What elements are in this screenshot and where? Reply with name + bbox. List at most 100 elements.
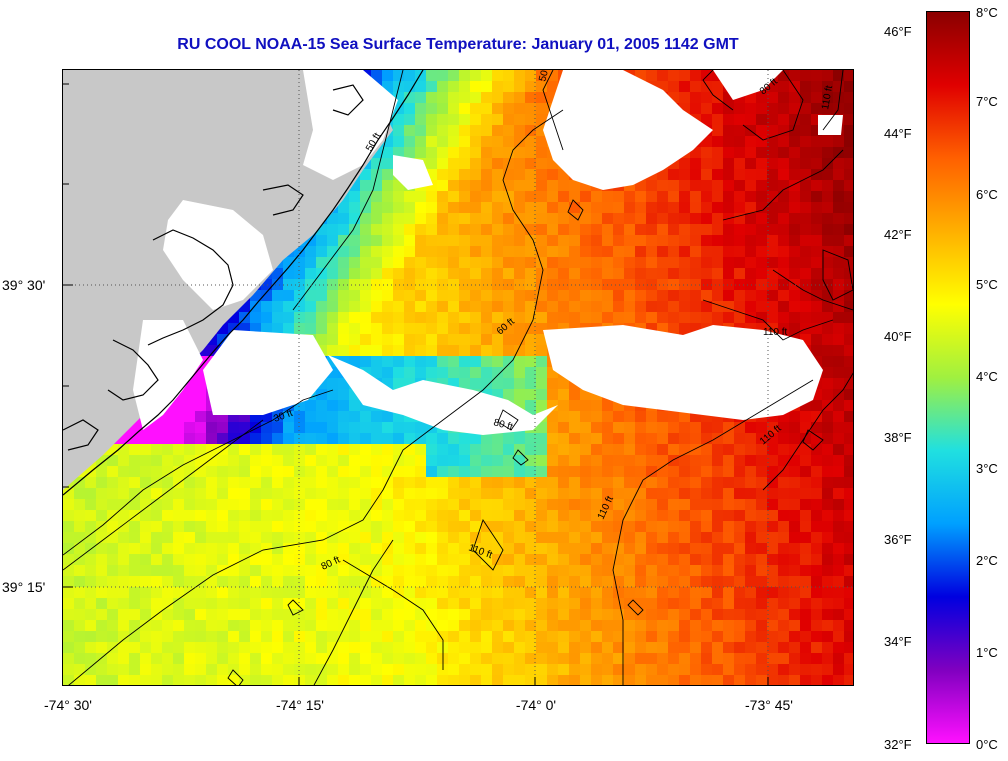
sst-pixel [723,422,735,434]
sst-pixel [646,499,658,511]
sst-pixel [426,488,438,500]
sst-pixel [789,455,801,467]
sst-pixel [338,257,350,269]
sst-pixel [712,576,724,588]
sst-pixel [360,400,372,412]
sst-pixel [811,609,823,621]
sst-pixel [822,521,834,533]
sst-pixel [272,488,284,500]
sst-pixel [360,532,372,544]
sst-pixel [96,565,108,577]
sst-pixel [382,422,394,434]
sst-pixel [305,235,317,247]
sst-pixel [690,664,702,676]
sst-pixel [833,488,845,500]
sst-pixel [514,532,526,544]
sst-pixel [503,279,515,291]
sst-pixel [349,356,361,368]
sst-pixel [85,653,97,665]
sst-pixel [283,521,295,533]
sst-pixel [767,565,779,577]
sst-pixel [569,246,581,258]
sst-pixel [624,675,636,685]
sst-pixel [503,147,515,159]
sst-pixel [250,433,262,445]
sst-pixel [250,664,262,676]
sst-pixel [679,290,691,302]
sst-pixel [822,257,834,269]
sst-pixel [778,202,790,214]
sst-pixel [349,213,361,225]
sst-pixel [547,323,559,335]
sst-pixel [360,301,372,313]
sst-pixel [283,477,295,489]
sst-pixel [679,191,691,203]
sst-pixel [679,433,691,445]
sst-pixel [503,554,515,566]
sst-pixel [382,378,394,390]
sst-pixel [635,466,647,478]
sst-pixel [316,235,328,247]
sst-pixel [767,444,779,456]
sst-pixel [239,565,251,577]
sst-pixel [657,554,669,566]
sst-pixel [613,246,625,258]
sst-pixel [822,598,834,610]
sst-pixel [734,554,746,566]
sst-pixel [448,191,460,203]
sst-pixel [701,103,713,115]
sst-pixel [536,477,548,489]
sst-pixel [437,114,449,126]
sst-pixel [393,444,405,456]
sst-pixel [173,510,185,522]
sst-pixel [316,290,328,302]
sst-pixel [514,664,526,676]
sst-pixel [426,422,438,434]
sst-pixel [327,620,339,632]
sst-pixel [459,279,471,291]
sst-pixel [272,675,284,685]
sst-pixel [107,499,119,511]
sst-pixel [426,367,438,379]
sst-pixel [525,125,537,137]
sst-pixel [701,136,713,148]
sst-pixel [404,279,416,291]
sst-pixel [547,279,559,291]
sst-pixel [415,675,427,685]
sst-pixel [206,620,218,632]
sst-pixel [646,455,658,467]
sst-pixel [635,488,647,500]
sst-pixel [470,620,482,632]
sst-pixel [338,323,350,335]
sst-map[interactable]: 30 ft 50 ft 50 ft 60 ft 80 ft 80 ft 80 f… [62,69,854,686]
sst-pixel [85,510,97,522]
sst-pixel [833,323,845,335]
sst-pixel [360,334,372,346]
sst-pixel [305,312,317,324]
sst-pixel [624,279,636,291]
sst-pixel [569,598,581,610]
sst-pixel [261,620,273,632]
sst-pixel [756,642,768,654]
sst-pixel [228,312,240,324]
sst-pixel [327,345,339,357]
sst-pixel [525,92,537,104]
sst-pixel [723,521,735,533]
sst-pixel [294,499,306,511]
sst-pixel [547,598,559,610]
sst-pixel [822,213,834,225]
sst-pixel [690,521,702,533]
sst-pixel [272,543,284,555]
sst-pixel [701,477,713,489]
sst-pixel [844,554,853,566]
sst-pixel [679,257,691,269]
sst-pixel [679,169,691,181]
sst-pixel [635,642,647,654]
sst-pixel [503,631,515,643]
sst-pixel [690,246,702,258]
sst-pixel [327,576,339,588]
sst-pixel [415,246,427,258]
sst-pixel [646,477,658,489]
sst-pixel [778,543,790,555]
sst-pixel [690,191,702,203]
